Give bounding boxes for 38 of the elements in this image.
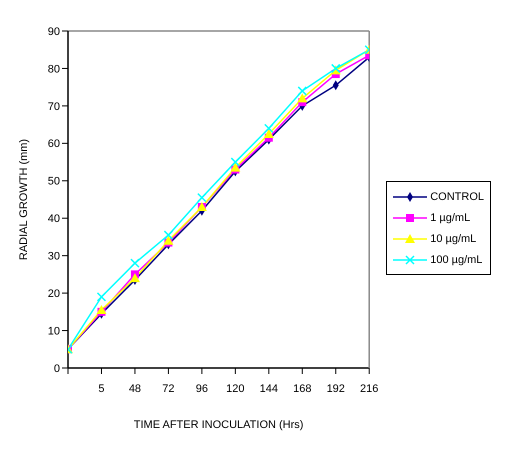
point: [264, 128, 274, 138]
y-tick-label: 40: [48, 213, 60, 226]
point: [298, 86, 308, 96]
y-tick-label: 30: [48, 250, 60, 263]
point: [197, 192, 207, 202]
x-tick-label: 72: [162, 382, 175, 395]
legend-label: 10 µg/mL: [430, 232, 476, 244]
y-tick-label: 0: [54, 362, 60, 375]
point: [230, 162, 240, 172]
point: [264, 124, 274, 134]
point: [130, 258, 140, 268]
legend-label: CONTROL: [430, 190, 484, 202]
x-tick-label: 144: [260, 382, 278, 395]
point: [96, 292, 106, 302]
x-tick-label: 5: [98, 382, 105, 395]
x-tick-label: 192: [326, 382, 345, 395]
legend-label: 1 µg/mL: [430, 212, 470, 224]
point: [96, 304, 106, 314]
x-tick-label: 48: [128, 382, 142, 395]
x-tick-label: 216: [360, 382, 378, 395]
x-tick-label: 120: [226, 382, 245, 395]
point: [297, 93, 308, 102]
y-tick-label: 70: [48, 100, 60, 113]
x-tick-label: 168: [293, 382, 312, 395]
y-tick-label: 50: [48, 176, 60, 188]
y-tick-label: 20: [48, 288, 60, 300]
y-tick-label: 80: [48, 63, 60, 76]
y-axis-title: RADIAL GROWTH (mm): [18, 138, 30, 260]
legend-label: 100 µg/mL: [430, 254, 482, 266]
x-tick-label: 96: [196, 382, 208, 395]
y-tick-label: 90: [48, 26, 60, 38]
point: [230, 157, 240, 167]
x-axis-title: TIME AFTER INOCULATION (Hrs): [134, 419, 304, 431]
y-tick-label: 10: [48, 325, 60, 338]
y-tick-label: 60: [48, 138, 60, 150]
point: [163, 236, 174, 245]
point: [164, 230, 174, 240]
point: [130, 273, 140, 282]
